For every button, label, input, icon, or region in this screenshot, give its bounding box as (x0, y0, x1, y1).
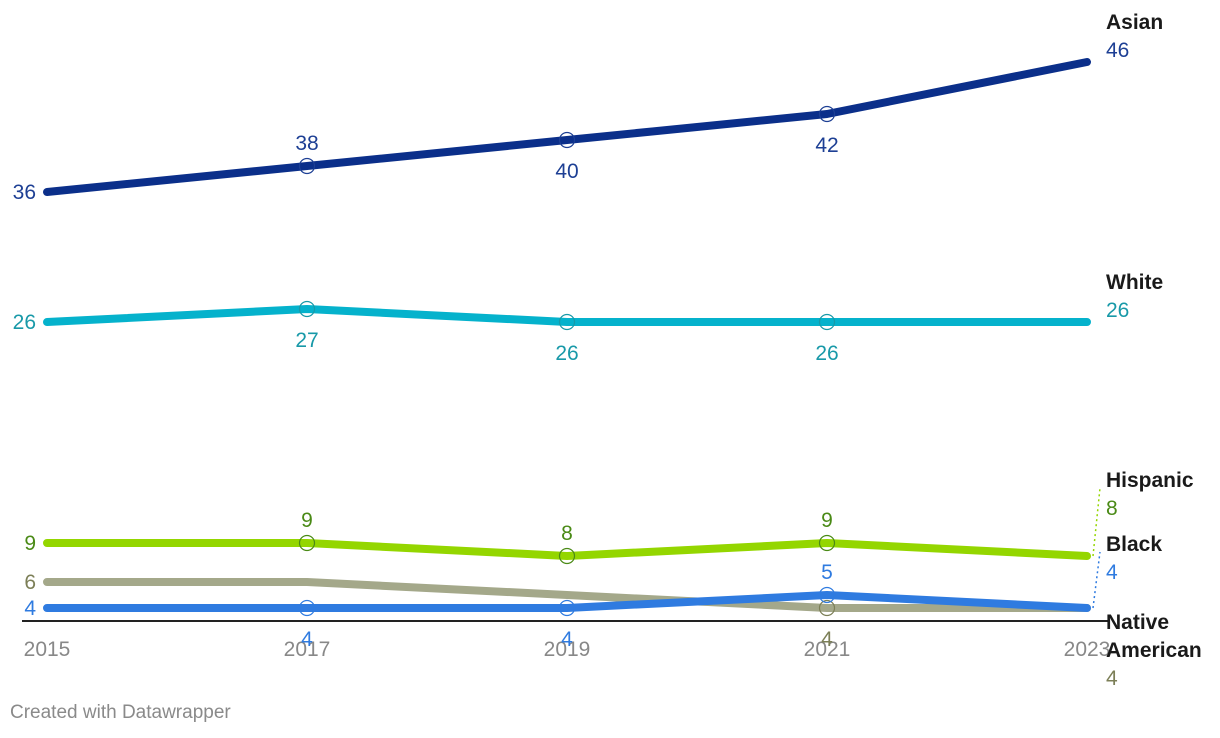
leader-line-black (1092, 551, 1101, 609)
series-name-hispanic: Hispanic (1106, 469, 1194, 492)
x-axis-ticks: 2015 2017 2019 2021 2023 (24, 638, 1111, 661)
label-leader-lines (1092, 487, 1101, 609)
point-marker-native-american-2021 (818, 599, 836, 617)
point-marker-asian-2019 (558, 131, 576, 149)
value-label-asian-2023: 46 (1106, 39, 1129, 62)
series-line-asian (43, 58, 1091, 196)
point-markers (298, 105, 836, 617)
value-label-asian-2021: 42 (815, 134, 838, 157)
x-tick-label-2015: 2015 (24, 638, 71, 661)
value-label-asian-2019: 40 (555, 160, 578, 183)
series-line-native-american (43, 578, 1091, 612)
value-label-white-2019: 26 (555, 342, 578, 365)
value-label-asian-2017: 38 (295, 132, 318, 155)
value-label-black-2021: 5 (821, 561, 833, 584)
point-marker-black-2019 (558, 599, 576, 617)
point-marker-hispanic-2019 (558, 547, 576, 565)
value-label-native-american-2021: 4 (821, 628, 833, 651)
series-line-white (43, 305, 1091, 326)
value-label-hispanic-2021: 9 (821, 509, 833, 532)
series-names: Asian White Hispanic Native American Black (1106, 11, 1202, 662)
value-label-hispanic-2023: 8 (1106, 497, 1118, 520)
x-tick-label-2023: 2023 (1064, 638, 1111, 661)
series-name-black: Black (1106, 533, 1162, 556)
value-labels: 36 38 40 42 26 27 26 26 9 9 8 9 6 4 4 4 4 5 46 26 8 4 4 (13, 39, 1130, 690)
series-lines (43, 58, 1091, 612)
value-label-black-2023: 4 (1106, 561, 1118, 584)
point-marker-black-2021 (818, 586, 836, 604)
point-marker-white-2021 (818, 313, 836, 331)
value-label-asian-2015: 36 (13, 181, 36, 204)
series-name-native-american: Native American (1106, 611, 1202, 662)
value-label-hispanic-2019: 8 (561, 522, 573, 545)
value-label-black-2015: 4 (24, 597, 36, 620)
value-label-white-2021: 26 (815, 342, 838, 365)
x-tick-label-2017: 2017 (284, 638, 331, 661)
point-marker-hispanic-2021 (818, 534, 836, 552)
value-label-white-2017: 27 (295, 329, 318, 352)
value-label-native-american-2015: 6 (24, 571, 36, 594)
credit-text: Created with Datawrapper (10, 702, 231, 723)
point-marker-white-2019 (558, 313, 576, 331)
series-line-hispanic (43, 539, 1091, 560)
point-marker-asian-2017 (298, 157, 316, 175)
series-line-black (43, 591, 1091, 612)
leader-line-hispanic (1092, 487, 1101, 557)
series-name-white: White (1106, 271, 1163, 294)
value-label-native-american-2023: 4 (1106, 667, 1118, 690)
value-label-white-2023: 26 (1106, 299, 1129, 322)
point-marker-white-2017 (298, 300, 316, 318)
x-tick-label-2019: 2019 (544, 638, 591, 661)
series-name-asian: Asian (1106, 11, 1163, 34)
value-label-hispanic-2015: 9 (24, 532, 36, 555)
point-marker-asian-2021 (818, 105, 836, 123)
value-label-black-2017: 4 (301, 628, 313, 651)
value-label-white-2015: 26 (13, 311, 36, 334)
x-tick-label-2021: 2021 (804, 638, 851, 661)
value-label-hispanic-2017: 9 (301, 509, 313, 532)
value-label-black-2019: 4 (561, 628, 573, 651)
point-marker-black-2017 (298, 599, 316, 617)
point-marker-hispanic-2017 (298, 534, 316, 552)
